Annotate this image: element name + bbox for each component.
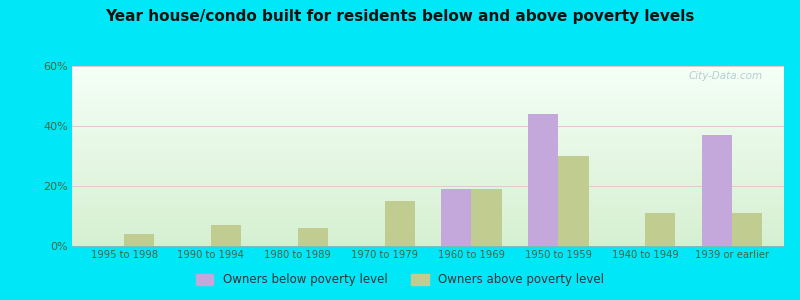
Bar: [732, 213, 762, 246]
Bar: [528, 114, 558, 246]
Legend: Owners below poverty level, Owners above poverty level: Owners below poverty level, Owners above…: [191, 269, 609, 291]
Bar: [211, 225, 242, 246]
Bar: [385, 201, 415, 246]
Bar: [645, 213, 675, 246]
Bar: [298, 228, 328, 246]
Bar: [702, 135, 732, 246]
Text: City-Data.com: City-Data.com: [689, 71, 762, 81]
Bar: [558, 156, 589, 246]
Bar: [441, 189, 471, 246]
Text: Year house/condo built for residents below and above poverty levels: Year house/condo built for residents bel…: [106, 9, 694, 24]
Bar: [124, 234, 154, 246]
Bar: [471, 189, 502, 246]
